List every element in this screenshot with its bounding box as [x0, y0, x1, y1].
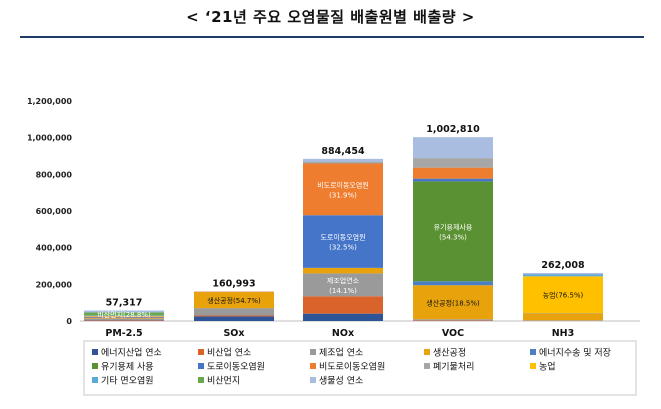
bar-segment: [523, 276, 603, 314]
legend-swatch: [198, 377, 204, 383]
legend-swatch: [92, 363, 98, 369]
segment-label: 도로이동오염원: [320, 233, 365, 242]
legend-swatch: [530, 363, 536, 369]
bar-segment: [413, 137, 493, 159]
legend-entry: 에너지수송 및 저장: [539, 347, 611, 359]
bar-segment: [413, 319, 493, 321]
bar-segment: [413, 158, 493, 168]
y-tick-label: 0: [66, 317, 72, 326]
bar-segment: [303, 267, 383, 274]
total-label: 262,008: [541, 260, 585, 271]
x-axis: PM-2.5 SOx NOx VOC NH3: [105, 328, 574, 339]
bar-segment: [194, 316, 274, 321]
segment-label-percent: (54.3%): [439, 233, 467, 241]
segment-label: 제조업연소: [327, 277, 360, 285]
bar-segment: [303, 296, 383, 314]
bar-segment: [84, 316, 164, 318]
total-label: 160,993: [212, 278, 255, 289]
bar-segment: [303, 158, 383, 162]
legend-entry: 도로이동오염원: [207, 362, 265, 373]
total-label: 57,317: [106, 297, 143, 308]
bar-segment: [303, 163, 383, 216]
legend-swatch: [530, 349, 536, 355]
legend-swatch: [424, 349, 430, 355]
legend-swatch: [310, 363, 316, 369]
segment-label-percent: (31.9%): [329, 191, 357, 199]
legend-entry: 비도로이동오염원: [319, 362, 385, 373]
bars-group: [84, 137, 603, 321]
y-tick-label: 200,000: [36, 280, 73, 289]
bar-segment: [413, 167, 493, 179]
total-label: 1,002,810: [426, 124, 480, 135]
legend-swatch: [92, 349, 98, 355]
bar-segment: [303, 161, 383, 164]
segment-label: 생산공정(18.5%): [426, 298, 480, 307]
bar-segment: [84, 318, 164, 319]
legend-entry: 폐기물처리: [433, 361, 474, 373]
bar-segment: [84, 310, 164, 313]
bar-segment: [523, 313, 603, 321]
legend-entry: 농업: [539, 362, 556, 373]
segment-label: 비산먼지(28.8%): [97, 310, 151, 319]
bar-segment: [413, 181, 493, 282]
legend-entry: 비산업 연소: [207, 348, 251, 359]
bar-segment: [303, 215, 383, 268]
total-labels: 57,317 160,993 884,454 1,002,810 262,008: [106, 124, 585, 308]
segment-label-percent: (14.1%): [329, 287, 357, 295]
legend-swatch: [310, 377, 316, 383]
segment-labels: 비산먼지(28.8%) 생산공정(54.7%) 비도로이동오염원 (31.9%) 도로이…: [97, 180, 583, 319]
y-tick-label: 1,000,000: [27, 134, 72, 143]
bar-segment: [303, 273, 383, 297]
legend-entry: 제조업 연소: [319, 348, 363, 359]
bar-segment: [84, 320, 164, 321]
legend-swatch: [92, 377, 98, 383]
bar-segment: [303, 313, 383, 321]
segment-label: 농업(76.5%): [543, 292, 584, 300]
x-tick-label: SOx: [223, 328, 244, 339]
legend-swatch: [198, 349, 204, 355]
legend-swatch: [198, 363, 204, 369]
legend-entry: 비산먼지: [207, 376, 240, 387]
legend-swatch: [310, 349, 316, 355]
legend-entry: 생물성 연소: [319, 376, 363, 387]
bar-segment: [84, 318, 164, 321]
bar-segment: [523, 320, 603, 321]
bar-segment: [523, 272, 603, 275]
bar-segment: [84, 317, 164, 319]
chart-title: < ‘21년 주요 오염물질 배출원별 배출량 >: [186, 8, 475, 26]
y-tick-label: 600,000: [36, 207, 73, 216]
legend-entry: 유기용제 사용: [101, 362, 154, 373]
segment-label: 유기용제사용: [434, 222, 473, 231]
x-tick-label: NH3: [552, 328, 575, 339]
legend-entry: 기타 면오염원: [101, 376, 154, 387]
legend-entry: 생산공정: [433, 348, 466, 359]
y-tick-label: 1,200,000: [27, 97, 72, 106]
bar-segment: [194, 315, 274, 317]
segment-label: 비도로이동오염원: [317, 180, 369, 189]
legend-box: [83, 340, 637, 396]
y-tick-label: 400,000: [36, 244, 73, 253]
x-tick-label: PM-2.5: [105, 328, 142, 339]
legend-entry: 에너지산업 연소: [101, 348, 162, 359]
segment-label-percent: (32.5%): [329, 244, 357, 252]
legend-swatch: [424, 363, 430, 369]
bar-segment: [413, 281, 493, 286]
segment-label: 생산공정(54.7%): [207, 296, 261, 305]
bar-segment: [413, 285, 493, 320]
y-tick-label: 800,000: [36, 170, 73, 179]
total-label: 884,454: [321, 146, 365, 157]
bar-segment: [413, 178, 493, 182]
x-tick-label: VOC: [442, 328, 464, 339]
chart-frame: [20, 36, 644, 402]
bar-segment: [194, 308, 274, 316]
bar-segment: [413, 320, 493, 321]
bar-segment: [523, 274, 603, 277]
bar-segment: [194, 292, 274, 309]
bar-segment: [84, 312, 164, 316]
x-tick-label: NOx: [332, 328, 354, 339]
